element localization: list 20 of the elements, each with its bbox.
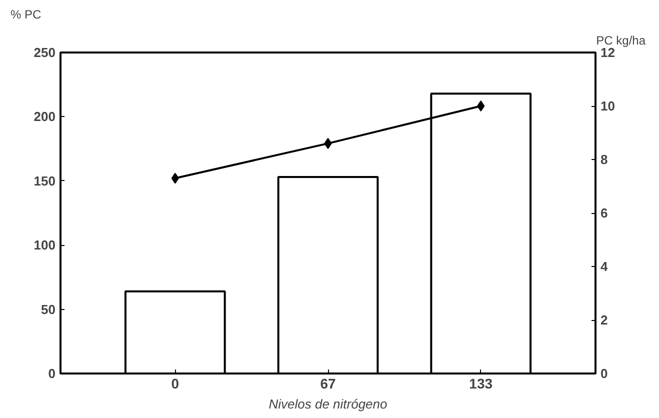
y2-tick-label: 8 — [600, 152, 608, 167]
y2-tick-label: 4 — [600, 259, 608, 274]
x-tick-label: 133 — [469, 376, 493, 392]
point — [477, 100, 485, 112]
y2-tick-label: 2 — [600, 312, 608, 328]
y-axis-title: % PC — [10, 8, 42, 22]
y2-tick-label: 6 — [600, 206, 608, 220]
y-tick-label: 150 — [34, 173, 56, 188]
y2-tick-label: 10 — [600, 98, 615, 114]
y-tick-label: 50 — [41, 302, 56, 317]
x-tick-label: 67 — [320, 376, 336, 392]
y2-tick-label: 12 — [600, 45, 615, 60]
x-tick-label: 0 — [171, 376, 180, 392]
y-tick-label: 100 — [34, 238, 56, 253]
y2-axis-title: PC kg/ha — [596, 34, 646, 48]
y-tick-label: 200 — [34, 109, 56, 124]
y2-tick-label: 0 — [600, 366, 608, 381]
x-axis-title: Nivelos de nitrógeno — [268, 396, 388, 412]
y-tick-label: 0 — [48, 366, 56, 381]
y-tick-label: 250 — [34, 45, 56, 60]
